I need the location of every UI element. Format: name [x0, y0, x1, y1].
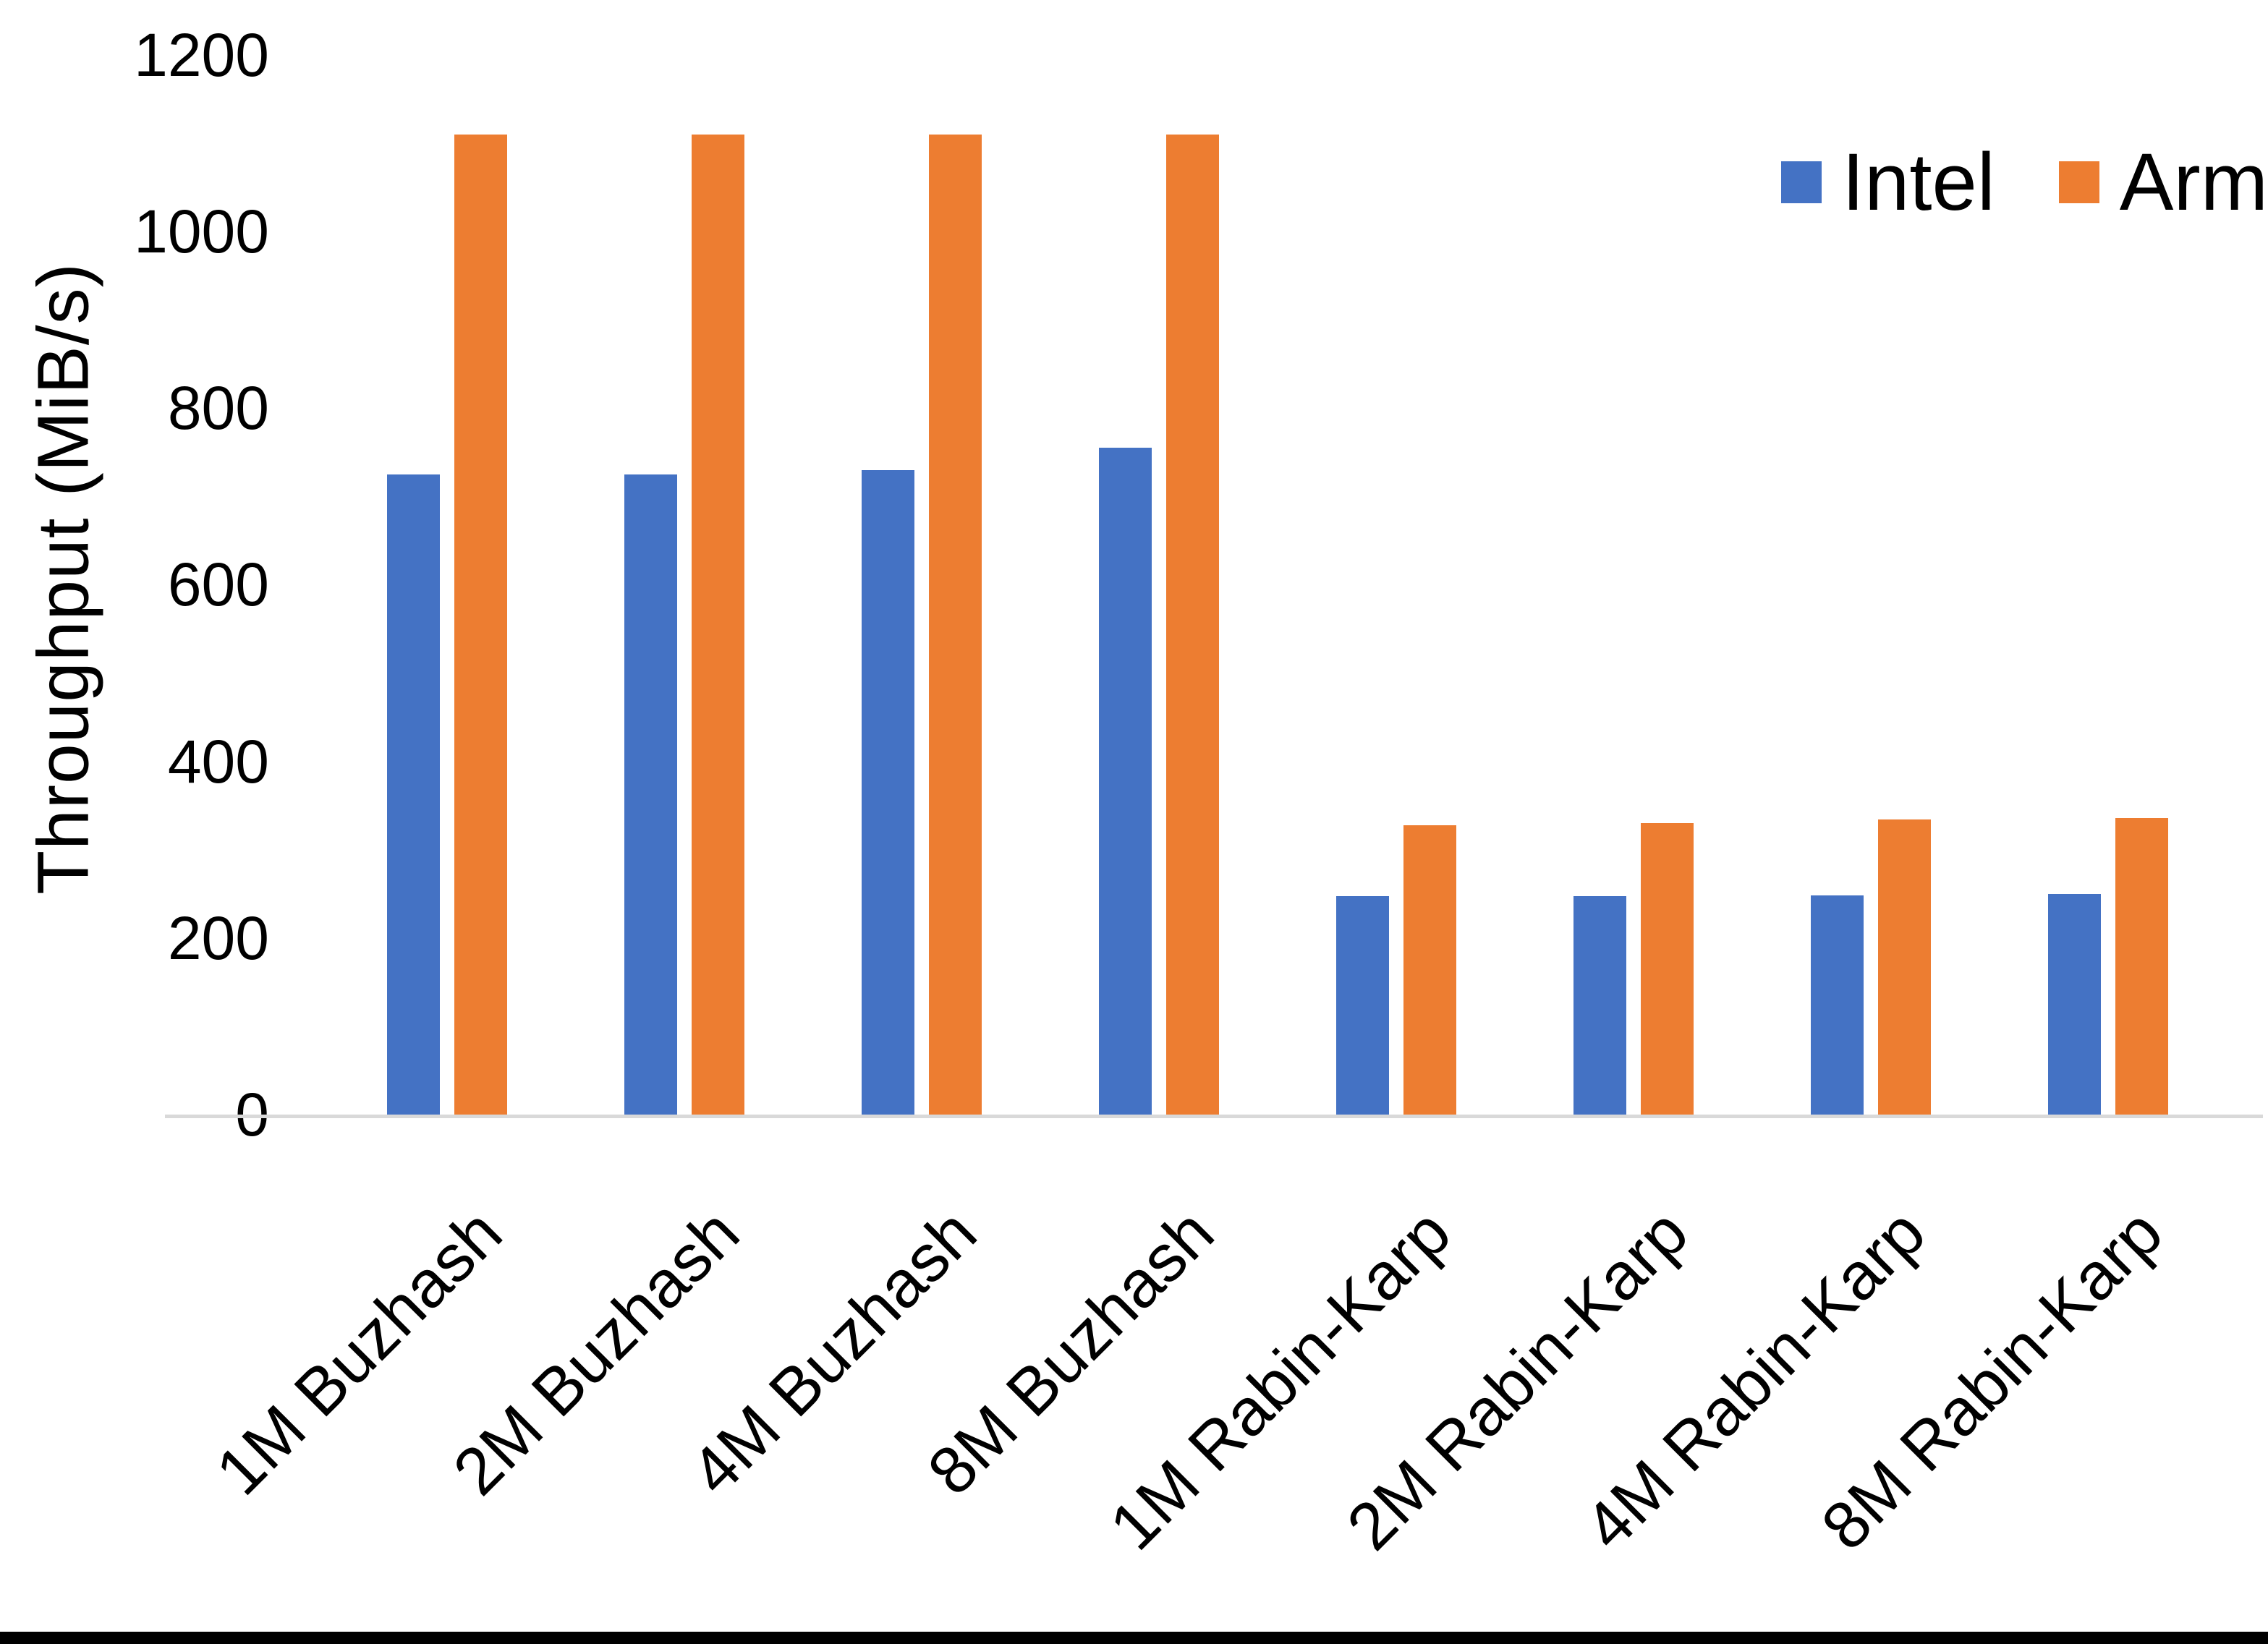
bar-intel-1m-buzhash [387, 474, 440, 1115]
bar-intel-8m-buzhash [1099, 448, 1152, 1115]
y-tick-label: 400 [167, 728, 269, 796]
y-tick-label: 1000 [134, 197, 269, 265]
bar-arm-4m-buzhash [929, 135, 982, 1115]
legend-label-arm: Arm [2119, 137, 2268, 227]
bar-intel-2m-buzhash [624, 474, 677, 1115]
legend-swatch-intel [1781, 161, 1822, 203]
bar-arm-8m-rabin-karp [2115, 818, 2168, 1115]
bar-arm-1m-buzhash [454, 135, 507, 1115]
bar-arm-4m-rabin-karp [1878, 819, 1931, 1115]
y-tick-label: 200 [167, 904, 269, 972]
bottom-edge-border [0, 1632, 2268, 1644]
bar-arm-2m-buzhash [692, 135, 744, 1115]
bar-arm-8m-buzhash [1166, 135, 1219, 1115]
y-tick-label: 800 [167, 374, 269, 442]
bar-intel-8m-rabin-karp [2048, 894, 2101, 1115]
y-tick-label: 1200 [134, 21, 269, 89]
legend-item-arm: Arm [2058, 137, 2268, 227]
legend-swatch-arm [2058, 161, 2099, 203]
y-tick-label: 600 [167, 550, 269, 618]
x-axis-line [165, 1115, 2263, 1118]
legend: Intel Arm [1781, 142, 2268, 223]
legend-label-intel: Intel [1842, 137, 1995, 227]
bar-intel-1m-rabin-karp [1336, 896, 1389, 1115]
bar-intel-4m-rabin-karp [1811, 895, 1864, 1115]
bar-arm-2m-rabin-karp [1641, 823, 1694, 1115]
bar-intel-2m-rabin-karp [1573, 896, 1626, 1115]
bar-arm-1m-rabin-karp [1403, 825, 1456, 1115]
legend-item-intel: Intel [1781, 142, 1995, 223]
bar-intel-4m-buzhash [862, 470, 914, 1115]
